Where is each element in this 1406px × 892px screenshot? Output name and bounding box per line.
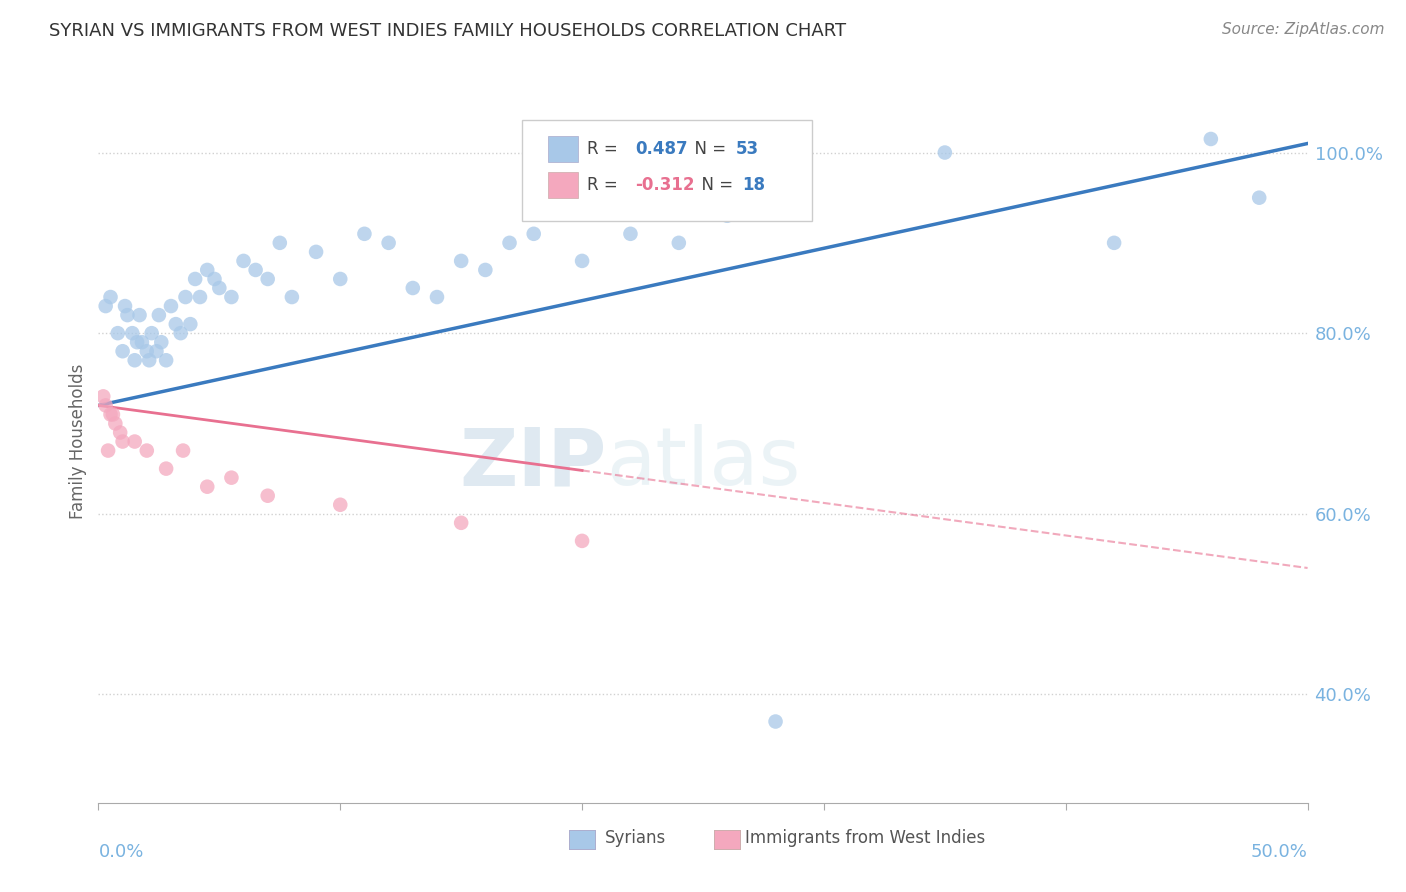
Point	[97, 443, 120, 458]
Text: 53: 53	[735, 140, 759, 158]
Point	[124, 353, 146, 368]
Point	[165, 317, 187, 331]
Point	[111, 434, 134, 449]
Point	[571, 533, 593, 548]
Text: 50.0%: 50.0%	[1251, 843, 1308, 861]
Point	[450, 516, 472, 530]
Point	[169, 326, 191, 341]
Text: Syrians: Syrians	[605, 830, 666, 847]
Point	[377, 235, 399, 250]
Point	[195, 263, 218, 277]
Point	[765, 714, 787, 729]
Point	[1102, 235, 1125, 250]
Point	[256, 489, 278, 503]
Point	[127, 335, 149, 350]
Point	[204, 272, 226, 286]
Point	[474, 263, 496, 277]
Point	[668, 235, 690, 250]
Point	[138, 353, 160, 368]
Point	[128, 308, 150, 322]
Point	[94, 398, 117, 412]
Point	[114, 299, 136, 313]
Text: ZIP: ZIP	[458, 425, 606, 502]
Point	[329, 272, 352, 286]
Point	[281, 290, 304, 304]
Point	[117, 308, 139, 322]
Point	[107, 326, 129, 341]
Point	[160, 299, 183, 313]
Point	[91, 389, 114, 403]
Point	[523, 227, 546, 241]
Point	[100, 408, 122, 422]
Bar	[548, 136, 578, 162]
Y-axis label: Family Households: Family Households	[69, 364, 87, 519]
Point	[121, 326, 143, 341]
Point	[174, 290, 197, 304]
Text: 0.0%: 0.0%	[98, 843, 143, 861]
Point	[179, 317, 201, 331]
Point	[131, 335, 153, 350]
Point	[245, 263, 267, 277]
Point	[101, 408, 124, 422]
Point	[269, 235, 291, 250]
Point	[221, 471, 243, 485]
Point	[402, 281, 425, 295]
Point	[100, 290, 122, 304]
Point	[184, 272, 207, 286]
Point	[150, 335, 173, 350]
Point	[1199, 132, 1222, 146]
Text: N =: N =	[683, 140, 731, 158]
Point	[135, 443, 157, 458]
Point	[104, 417, 127, 431]
Text: -0.312: -0.312	[636, 176, 695, 194]
Point	[498, 235, 520, 250]
Point	[426, 290, 449, 304]
Point	[256, 272, 278, 286]
Text: SYRIAN VS IMMIGRANTS FROM WEST INDIES FAMILY HOUSEHOLDS CORRELATION CHART: SYRIAN VS IMMIGRANTS FROM WEST INDIES FA…	[49, 22, 846, 40]
Text: 18: 18	[742, 176, 765, 194]
Point	[195, 480, 218, 494]
Point	[141, 326, 163, 341]
Point	[619, 227, 641, 241]
Point	[145, 344, 167, 359]
Point	[155, 353, 177, 368]
Text: R =: R =	[586, 140, 623, 158]
Point	[124, 434, 146, 449]
Point	[716, 209, 738, 223]
Point	[329, 498, 352, 512]
Point	[172, 443, 194, 458]
Point	[934, 145, 956, 160]
Point	[155, 461, 177, 475]
Point	[571, 253, 593, 268]
FancyBboxPatch shape	[522, 120, 811, 221]
Point	[1249, 191, 1271, 205]
Point	[232, 253, 254, 268]
Point	[221, 290, 243, 304]
Text: Source: ZipAtlas.com: Source: ZipAtlas.com	[1222, 22, 1385, 37]
Text: N =: N =	[690, 176, 738, 194]
Point	[450, 253, 472, 268]
Text: Immigrants from West Indies: Immigrants from West Indies	[745, 830, 986, 847]
Point	[135, 344, 157, 359]
Point	[108, 425, 131, 440]
Bar	[548, 172, 578, 198]
Text: atlas: atlas	[606, 425, 800, 502]
Point	[111, 344, 134, 359]
Text: R =: R =	[586, 176, 623, 194]
Point	[353, 227, 375, 241]
Point	[208, 281, 231, 295]
Point	[94, 299, 117, 313]
Point	[188, 290, 211, 304]
Point	[305, 244, 328, 259]
Point	[148, 308, 170, 322]
Text: 0.487: 0.487	[636, 140, 688, 158]
